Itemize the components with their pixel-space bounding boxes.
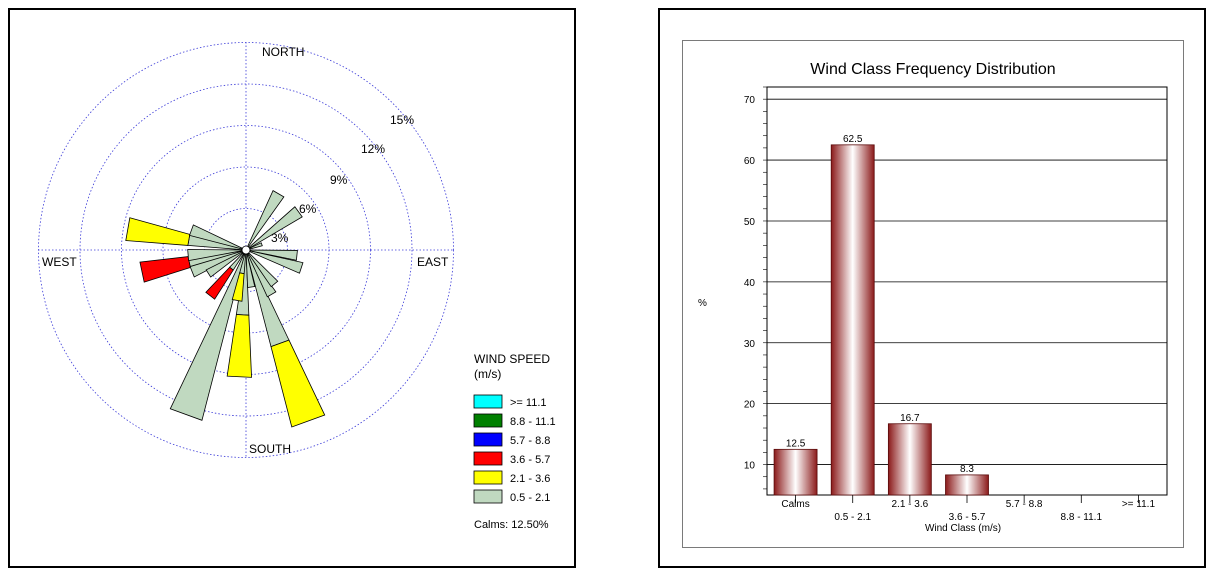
north-label: NORTH [262,45,304,59]
y-tick-label-40: 40 [744,278,756,289]
y-axis-label: % [698,298,707,309]
legend-unit: (m/s) [474,367,501,381]
category-label-5: 8.8 - 11.1 [1061,512,1103,523]
legend-title: WIND SPEED [474,352,550,366]
category-label-1: 0.5 - 2.1 [834,512,871,523]
y-tick-label-10: 10 [744,461,756,472]
ring-label-9: 9% [330,173,348,187]
legend-swatch-0 [473,394,503,409]
rose-petal-1-band-1 [270,339,326,428]
frequency-panel: Wind Class Frequency Distribution % Wind… [658,8,1206,568]
legend-label-1: 8.8 - 11.1 [510,416,556,428]
y-tick-label-60: 60 [744,156,756,167]
x-axis-label: Wind Class (m/s) [925,523,1001,534]
west-label: WEST [42,255,77,269]
category-label-3: 3.6 - 5.7 [949,512,986,523]
ring-label-6: 6% [299,202,317,216]
bar-2 [887,423,932,496]
rose-ring-5 [38,42,454,458]
calms-label: Calms: 12.50% [474,519,549,531]
category-label-4: 5.7 - 8.8 [1006,499,1043,510]
y-tick-label-20: 20 [744,400,756,411]
rose-petal-2-band-1 [226,314,252,378]
legend-label-5: 0.5 - 2.1 [510,492,550,504]
plot-area [766,86,1168,496]
rose-petal-4-band-2 [205,266,234,300]
bar-1 [830,144,875,496]
category-label-6: >= 11.1 [1122,499,1156,510]
y-tick-label-30: 30 [744,339,756,350]
category-label-2: 2.1 - 3.6 [892,499,929,510]
legend-label-3: 3.6 - 5.7 [510,454,550,466]
legend-label-0: >= 11.1 [510,397,547,409]
ring-label-12: 12% [361,142,385,156]
frequency-bar-chart: Wind Class Frequency Distribution % Wind… [698,61,1168,534]
rose-ring-3 [121,125,371,375]
rose-center [241,245,251,255]
data-label-0: 12.5 [786,438,806,449]
bar-0 [773,448,818,496]
legend-swatch-3 [473,451,503,466]
rose-petal-3-band-1 [231,272,245,302]
east-label: EAST [417,255,449,269]
wind-rose-panel: NORTH SOUTH EAST WEST 3% 6% 9% 12% 15% W… [8,8,576,568]
category-label-0: Calms [781,499,809,510]
south-label: SOUTH [249,442,291,456]
rose-petal-6-band-1 [125,217,191,246]
legend-label-2: 5.7 - 8.8 [510,435,550,447]
bar-3 [945,474,989,496]
legend-swatch-2 [473,432,503,447]
data-label-3: 8.3 [960,464,974,475]
rose-petal-5-band-2 [139,256,191,283]
legend-swatch-1 [473,413,503,428]
data-label-1: 62.5 [843,134,863,145]
legend-swatch-5 [473,489,503,504]
ring-label-15: 15% [390,113,414,127]
ring-label-3: 3% [271,231,289,245]
y-tick-label-70: 70 [744,95,756,106]
legend-label-4: 2.1 - 3.6 [510,473,550,485]
y-tick-label-50: 50 [744,217,756,228]
chart-title: Wind Class Frequency Distribution [810,61,1055,78]
frequency-chart-frame: Wind Class Frequency Distribution % Wind… [682,40,1184,548]
legend-swatch-4 [473,470,503,485]
data-label-2: 16.7 [900,413,920,424]
rose-ring-4 [79,83,413,417]
wind-rose-chart: NORTH SOUTH EAST WEST 3% 6% 9% 12% 15% W… [38,42,556,531]
